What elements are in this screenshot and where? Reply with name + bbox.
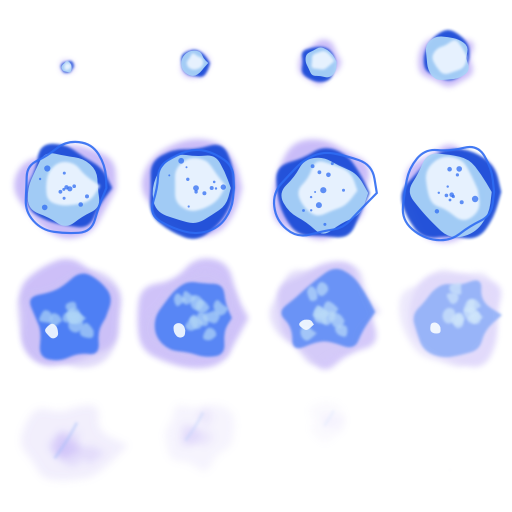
explosion-frame-14 (165, 404, 235, 472)
explosion-frame-11 (269, 261, 381, 370)
explosion-frame-6 (142, 139, 243, 239)
explosion-frame-5 (14, 140, 117, 239)
explosion-frame-7 (272, 139, 378, 240)
explosion-frame-3 (298, 39, 342, 86)
explosion-frame-2 (181, 49, 211, 78)
explosion-frame-1 (60, 60, 74, 74)
explosion-frame-13 (20, 405, 128, 481)
explosion-frame-12 (399, 269, 502, 368)
explosion-frame-8 (401, 144, 502, 243)
explosion-frame-10 (137, 258, 249, 369)
explosion-frame-15 (309, 402, 346, 443)
explosion-frame-16 (448, 468, 452, 472)
explosion-frame-9 (17, 258, 122, 368)
explosion-frame-4 (418, 30, 474, 87)
